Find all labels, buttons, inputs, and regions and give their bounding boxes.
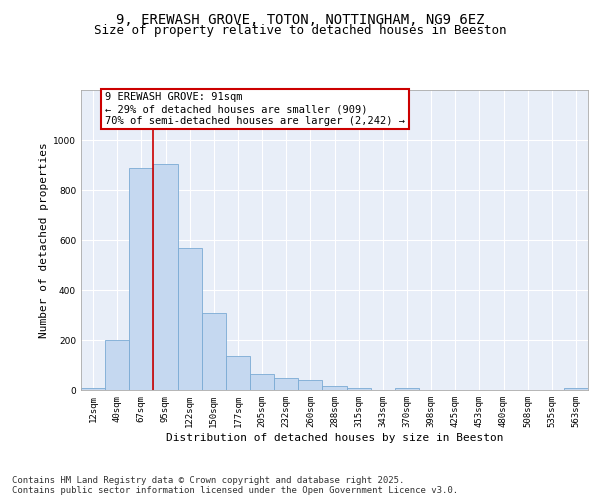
Bar <box>250 374 274 390</box>
Bar <box>154 164 178 390</box>
Y-axis label: Number of detached properties: Number of detached properties <box>39 142 49 338</box>
Bar <box>395 388 419 390</box>
Bar <box>129 168 154 390</box>
Text: Size of property relative to detached houses in Beeston: Size of property relative to detached ho… <box>94 24 506 37</box>
X-axis label: Distribution of detached houses by size in Beeston: Distribution of detached houses by size … <box>166 432 503 442</box>
Bar <box>322 386 347 390</box>
Bar <box>81 388 105 390</box>
Text: Contains HM Land Registry data © Crown copyright and database right 2025.
Contai: Contains HM Land Registry data © Crown c… <box>12 476 458 495</box>
Bar <box>178 248 202 390</box>
Bar <box>226 356 250 390</box>
Bar <box>564 388 588 390</box>
Bar <box>298 380 322 390</box>
Bar <box>347 388 371 390</box>
Text: 9, EREWASH GROVE, TOTON, NOTTINGHAM, NG9 6EZ: 9, EREWASH GROVE, TOTON, NOTTINGHAM, NG9… <box>116 12 484 26</box>
Bar <box>274 378 298 390</box>
Bar <box>105 340 129 390</box>
Bar <box>202 312 226 390</box>
Text: 9 EREWASH GROVE: 91sqm
← 29% of detached houses are smaller (909)
70% of semi-de: 9 EREWASH GROVE: 91sqm ← 29% of detached… <box>105 92 405 126</box>
